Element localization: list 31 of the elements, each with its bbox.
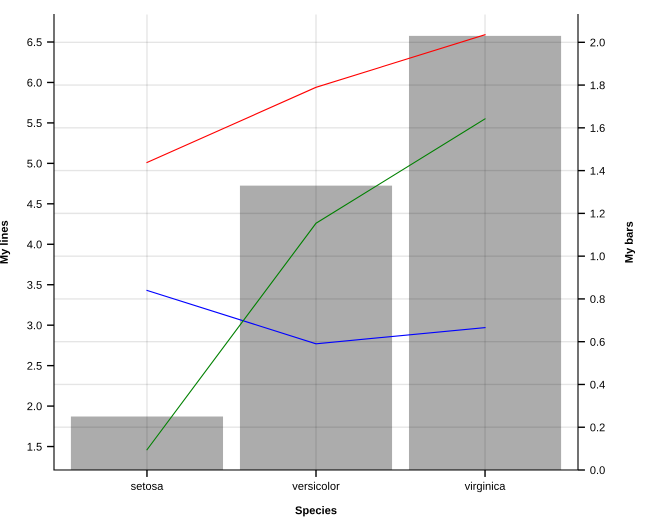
y-tick-label: 4.0 [27,240,42,248]
y2-tick-label: 1.4 [590,166,605,175]
y-tick-label: 4.5 [27,200,42,208]
y2-tick-label: 0.6 [590,338,605,346]
x-tick-label: virginica [464,482,506,492]
x-tick-label: versicolor [292,482,340,490]
y2-tick-label: 0.2 [590,423,605,432]
y2-tick-label: 0.4 [590,380,605,389]
y-tick-label: 2.5 [27,362,42,370]
bar [240,186,392,470]
x-axis-title: Species [295,506,337,516]
y-tick-label: 5.0 [27,160,42,168]
y-tick-label: 3.5 [27,280,42,289]
y2-tick-label: 0.8 [590,295,605,304]
y-tick-label: 5.5 [27,119,42,128]
y2-tick-label: 0.0 [590,466,605,474]
y-tick-label: 3.0 [27,321,42,330]
y2-tick-label: 1.2 [590,210,605,218]
y2-tick-label: 2.0 [590,38,605,46]
bar [70,416,224,470]
y-tick-label: 6.0 [27,78,42,87]
y2-tick-label: 1.0 [590,252,605,260]
y-tick-label: 1.5 [28,442,42,451]
y-axis-title: My lines [0,220,10,264]
bar [408,36,562,470]
x-tick-label: setosa [130,482,164,490]
y2-axis-title: My bars [624,222,636,262]
y2-tick-label: 1.6 [590,124,605,132]
y2-tick-label: 1.8 [590,81,605,90]
y-tick-label: 2.0 [27,402,42,410]
y-tick-label: 6.5 [27,38,42,46]
